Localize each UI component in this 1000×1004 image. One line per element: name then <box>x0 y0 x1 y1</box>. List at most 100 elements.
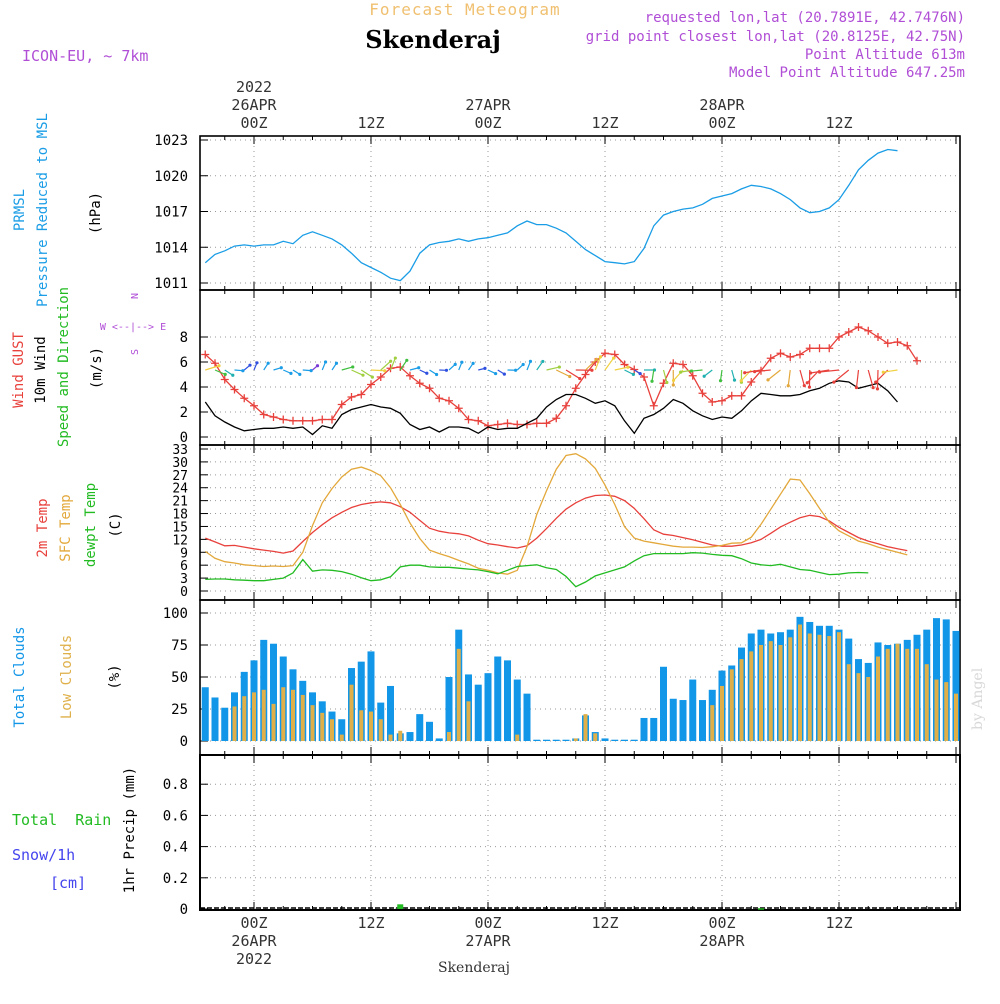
total-clouds-label: Total Clouds <box>12 626 28 727</box>
wind-direction-label: Speed and Direction <box>56 287 72 447</box>
wind-arrow-head <box>612 356 615 359</box>
title: Forecast Meteogram <box>369 0 560 19</box>
wind-arrow-head <box>743 371 746 374</box>
ytick-label-temperature: 18 <box>172 508 188 523</box>
low-cloud-bar <box>837 632 841 741</box>
ytick-label-clouds: 50 <box>171 670 188 686</box>
snow-label: Snow/1h <box>12 846 75 864</box>
low-cloud-bar <box>720 686 724 741</box>
gust-point <box>816 344 824 352</box>
rain-bar <box>397 904 403 909</box>
ytick-label-temperature: 33 <box>172 443 188 458</box>
clouds-unit: (%) <box>107 664 123 689</box>
low-cloud-bar <box>281 687 285 741</box>
gust-point <box>279 416 287 424</box>
model-name: ICON-EU, ~ 7km <box>22 47 148 65</box>
ytick-label-precip: 0.4 <box>163 840 188 856</box>
ytick-label-precip: 0.6 <box>163 808 188 824</box>
temp-2m-label: 2m Temp <box>35 498 51 557</box>
wind-10m-label: 10m Wind <box>33 336 49 403</box>
gust-point <box>796 351 804 359</box>
low-cloud-bar <box>311 705 315 741</box>
total-cloud-bar <box>514 680 521 741</box>
wind-arrow <box>400 360 407 370</box>
total-cloud-bar <box>631 740 638 741</box>
ytick-label-temperature: 6 <box>180 559 188 574</box>
gust-point <box>504 419 512 427</box>
low-cloud-bar <box>876 657 880 741</box>
ytick-label-pressure: 1014 <box>154 240 188 256</box>
wind-arrow <box>352 370 363 375</box>
compass-west-east: W <--|--> E <box>100 322 166 333</box>
total-cloud-bar <box>699 700 706 741</box>
low-cloud-bar <box>866 677 870 741</box>
low-cloud-bar <box>320 713 324 741</box>
wind-arrow-head <box>248 364 251 367</box>
wind-arrow-head <box>494 372 497 375</box>
total-cloud-bar <box>621 740 628 741</box>
total-cloud-bar <box>641 718 648 741</box>
precip-unit: 1hr Precip (mm) <box>122 767 138 893</box>
top-time-label: 00Z <box>474 114 501 132</box>
series-line-wind-gust <box>205 327 917 426</box>
series-line-dewpt-temp <box>205 553 868 587</box>
gust-point <box>728 392 736 400</box>
low-cloud-bar <box>847 664 851 741</box>
top-time-label: 12Z <box>357 114 384 132</box>
wind-unit: (m/s) <box>89 347 105 389</box>
wind-arrow <box>605 358 614 370</box>
wind-arrow-head <box>389 360 392 363</box>
credit: by Angel <box>970 667 986 730</box>
prmsl-label: PRMSL <box>12 189 28 231</box>
total-cloud-bar <box>494 657 501 741</box>
total-cloud-bar <box>212 697 219 741</box>
ytick-label-temperature: 15 <box>172 520 188 535</box>
low-cloud-bar <box>954 694 958 741</box>
total-cloud-bar <box>504 660 511 741</box>
wind-arrow-head <box>876 387 879 390</box>
wind-arrow-head <box>371 376 374 379</box>
wind-arrow-head <box>472 362 475 365</box>
wind-arrow-head <box>818 370 821 373</box>
wind-arrow-head <box>595 358 598 361</box>
gust-point <box>650 402 658 410</box>
gust-point <box>903 342 911 350</box>
low-cloud-bar <box>759 645 763 741</box>
low-cloud-bar <box>818 635 822 741</box>
wind-arrow-head <box>454 363 457 366</box>
wind-arrow-head <box>351 365 354 368</box>
compass-south: S <box>130 349 141 355</box>
wind-arrow-head <box>324 360 327 363</box>
temp-sfc-label: SFC Temp <box>58 494 74 561</box>
model-altitude: Model Point Altitude 647.25m <box>729 65 965 81</box>
ytick-label-wind: 2 <box>180 405 188 421</box>
wind-arrow-head <box>665 381 668 384</box>
low-cloud-bar <box>710 705 714 741</box>
wind-arrow-head <box>361 374 364 377</box>
wind-arrow-head <box>690 369 693 372</box>
rain-bar <box>758 908 764 910</box>
gust-point <box>299 417 307 425</box>
low-cloud-bar <box>886 649 890 741</box>
wind-arrow-head <box>719 379 722 382</box>
wind-arrow <box>721 370 722 381</box>
ytick-label-pressure: 1020 <box>154 169 188 185</box>
total-cloud-bar <box>221 708 228 741</box>
ytick-label-temperature: 30 <box>172 456 188 471</box>
bottom-time-label: 00Z <box>708 914 735 932</box>
gust-point <box>543 419 551 427</box>
wind-arrow-head <box>316 364 319 367</box>
low-cloud-bar <box>944 682 948 741</box>
wind-gust-label: Wind GUST <box>11 332 27 408</box>
frame-wind <box>200 290 960 445</box>
bottom-time-label: 12Z <box>825 914 852 932</box>
wind-arrow-head <box>568 375 571 378</box>
wind-arrow-head <box>599 355 602 358</box>
wind-arrow-head <box>558 365 561 368</box>
wind-arrow-head <box>289 372 292 375</box>
wind-arrow-head <box>672 383 675 386</box>
